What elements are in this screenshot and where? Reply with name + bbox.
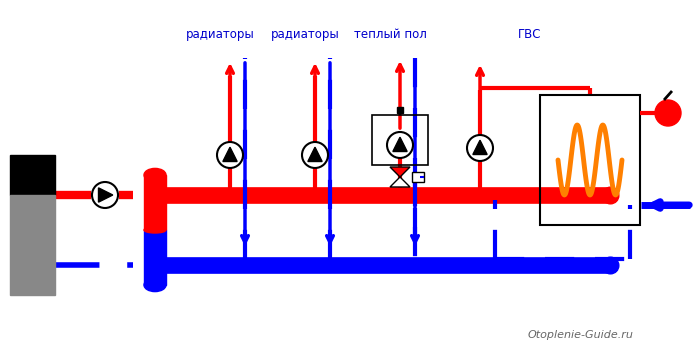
Bar: [10, 155, 55, 195]
Bar: [144, 230, 166, 285]
Bar: [540, 95, 640, 225]
Polygon shape: [99, 188, 113, 202]
Polygon shape: [223, 147, 237, 161]
Bar: [144, 175, 166, 230]
Text: радиаторы: радиаторы: [186, 28, 254, 41]
Bar: [372, 115, 428, 165]
Text: теплый пол: теплый пол: [354, 28, 426, 41]
Circle shape: [467, 135, 493, 161]
Circle shape: [302, 142, 328, 168]
Text: радиаторы: радиаторы: [271, 28, 340, 41]
Bar: [10, 195, 55, 295]
Polygon shape: [308, 147, 322, 161]
Text: Otoplenie-Guide.ru: Otoplenie-Guide.ru: [527, 330, 633, 340]
Circle shape: [92, 182, 118, 208]
Polygon shape: [390, 177, 410, 187]
Polygon shape: [473, 140, 487, 155]
Circle shape: [217, 142, 243, 168]
Ellipse shape: [144, 227, 166, 233]
Polygon shape: [393, 137, 407, 152]
Polygon shape: [390, 167, 410, 177]
Ellipse shape: [144, 168, 166, 182]
Ellipse shape: [144, 278, 166, 292]
Bar: [412, 172, 424, 182]
Circle shape: [655, 100, 681, 126]
Text: ГВС: ГВС: [518, 28, 542, 41]
Circle shape: [387, 132, 413, 158]
